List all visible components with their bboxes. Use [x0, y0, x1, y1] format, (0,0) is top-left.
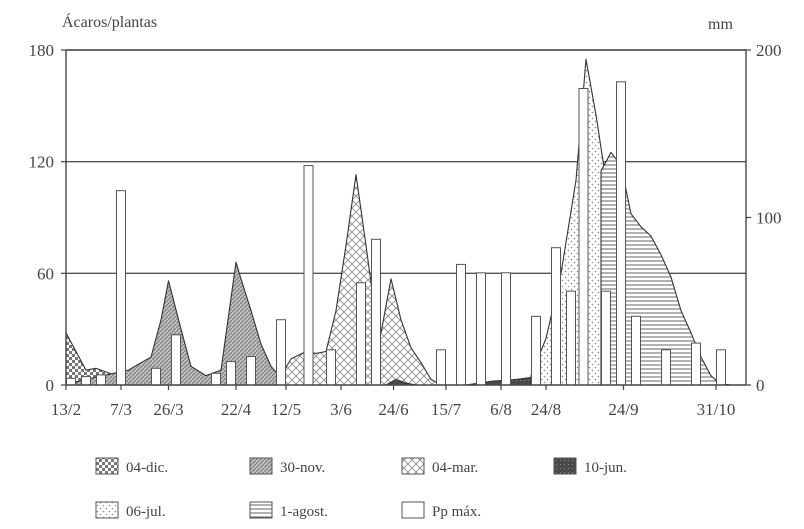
precip-bar — [566, 290, 576, 386]
precip-bar — [531, 315, 541, 386]
x-tick-label: 6/8 — [490, 400, 512, 419]
precip-bar — [691, 342, 701, 386]
x-tick-label: 26/3 — [153, 400, 183, 419]
x-tick-label: 3/6 — [330, 400, 352, 419]
x-tick-label: 24/6 — [378, 400, 408, 419]
legend-swatch — [553, 457, 577, 475]
legend-swatch — [401, 457, 425, 475]
x-tick-label: 22/4 — [221, 400, 252, 419]
legend-swatch — [249, 457, 273, 475]
y-right-tick-label: 0 — [756, 376, 765, 395]
y-left-ticks: 0 60 120 180 — [29, 41, 66, 395]
x-tick-label: 7/3 — [110, 400, 132, 419]
precip-bar — [276, 319, 286, 386]
precip-bar — [631, 315, 641, 386]
series-areas — [65, 58, 747, 386]
x-tick-label: 12/5 — [271, 400, 301, 419]
x-ticks: 13/2 7/3 26/3 22/4 12/5 3/6 24/6 15/7 6/8 24/8 24/… — [51, 385, 735, 419]
precip-bar — [151, 367, 161, 386]
precip-bar — [246, 356, 256, 386]
precip-bar — [501, 272, 511, 386]
y-right-tick-label: 100 — [756, 209, 782, 228]
legend-label: 30-nov. — [280, 460, 325, 476]
precip-bar — [371, 238, 381, 386]
precip-bar — [578, 88, 589, 386]
precip-bar — [226, 361, 236, 386]
legend-label: 1-agost. — [280, 504, 328, 520]
x-tick-label: 31/10 — [697, 400, 736, 419]
precip-bar — [616, 81, 626, 386]
y-left-tick-label: 60 — [37, 264, 54, 283]
legend-swatch — [95, 501, 119, 519]
y-left-label: Ácaros/plantas — [62, 12, 157, 31]
legend-label: 06-jul. — [126, 504, 166, 520]
precip-bar — [96, 374, 106, 386]
precip-bar — [303, 165, 314, 386]
precip-bar — [601, 290, 611, 386]
legend-label: 04-mar. — [432, 460, 478, 476]
x-tick-label: 13/2 — [51, 400, 81, 419]
legend-label: 10-jun. — [584, 460, 627, 476]
legend-swatch — [249, 501, 273, 519]
precip-bar — [551, 247, 561, 386]
y-right-ticks: 0 100 200 — [746, 41, 782, 395]
y-right-tick-label: 200 — [756, 41, 782, 60]
precip-bar — [476, 272, 486, 386]
precip-bar — [436, 349, 446, 386]
legend-label: 04-dic. — [126, 460, 168, 476]
legend-label: Pp máx. — [432, 504, 481, 520]
legend-swatch — [401, 501, 425, 519]
legend: 04-dic. 30-nov. 04-mar. 10-jun. 06-jul. 1-ago… — [95, 457, 627, 520]
precip-bar — [211, 372, 221, 386]
precip-bar — [116, 190, 126, 386]
precip-bar — [456, 263, 466, 386]
precip-bar — [326, 349, 336, 386]
x-tick-label: 15/7 — [431, 400, 462, 419]
legend-swatch — [95, 457, 119, 475]
precip-bar — [171, 334, 181, 386]
precip-bar — [66, 377, 76, 386]
precip-bar — [356, 282, 366, 386]
precip-bar — [716, 349, 726, 386]
y-left-tick-label: 180 — [29, 41, 55, 60]
y-left-tick-label: 120 — [29, 153, 55, 172]
precip-bar — [661, 349, 671, 386]
x-tick-label: 24/8 — [531, 400, 561, 419]
y-left-tick-label: 0 — [46, 376, 55, 395]
y-right-label: mm — [708, 16, 733, 33]
precip-bar — [81, 376, 91, 386]
x-tick-label: 24/9 — [608, 400, 638, 419]
